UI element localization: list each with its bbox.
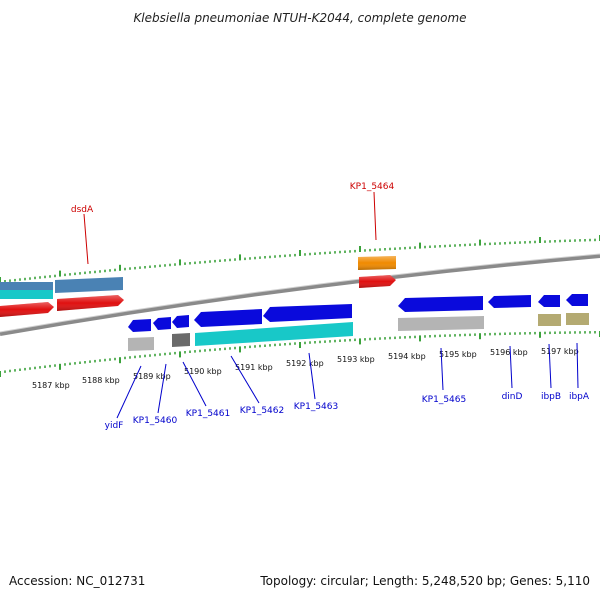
leader-line	[83, 213, 89, 265]
gene-cyan[interactable]	[0, 290, 53, 299]
gene-blue[interactable]	[398, 296, 483, 312]
topology-text: Topology: circular; Length: 5,248,520 bp…	[259, 574, 590, 588]
accession-text: Accession: NC_012731	[9, 574, 145, 588]
scale-label: 5191 kbp	[235, 363, 273, 372]
gene-label-KP1_5462[interactable]: KP1_5462	[240, 406, 284, 416]
scale-label: 5187 kbp	[32, 381, 70, 390]
scale-label: 5197 kbp	[541, 347, 579, 356]
gene-blue[interactable]	[194, 309, 262, 327]
gene-blue[interactable]	[172, 315, 189, 328]
gene-label-yidF[interactable]: yidF	[105, 421, 124, 431]
gene-khaki[interactable]	[538, 314, 561, 326]
scale-label: 5196 kbp	[490, 348, 528, 357]
scale-label: 5188 kbp	[82, 376, 120, 385]
tick-row-outer	[0, 235, 600, 283]
gene-label-dinD[interactable]: dinD	[502, 392, 523, 402]
map-title: Klebsiella pneumoniae NTUH-K2044, comple…	[133, 11, 466, 25]
leader-line	[548, 343, 552, 389]
tick-row-inner	[0, 331, 600, 377]
gene-label-KP1_5460[interactable]: KP1_5460	[133, 416, 178, 426]
leader-line	[116, 365, 142, 419]
backbone-ring	[0, 254, 600, 336]
inner-strand-genes	[128, 294, 589, 351]
outer-strand-genes	[0, 256, 396, 317]
gene-labels: dsdA KP1_5464 yidF KP1_5460 KP1_5461 KP1…	[71, 182, 590, 431]
leader-line	[576, 342, 579, 389]
scale-labels: 5187 kbp 5188 kbp 5189 kbp 5190 kbp 5191…	[32, 347, 579, 390]
gene-khaki[interactable]	[566, 313, 589, 325]
gene-blue[interactable]	[488, 295, 531, 308]
leader-line	[373, 191, 377, 241]
leader-line	[308, 352, 316, 400]
leader-line	[182, 361, 207, 407]
gene-blue[interactable]	[153, 317, 171, 330]
scale-label: 5194 kbp	[388, 352, 426, 361]
scale-label: 5195 kbp	[439, 350, 477, 359]
gene-darkgray[interactable]	[172, 333, 190, 347]
gene-label-KP1_5464[interactable]: KP1_5464	[350, 182, 395, 192]
gene-label-ibpB[interactable]: ibpB	[541, 392, 561, 402]
gene-label-KP1_5463[interactable]: KP1_5463	[294, 402, 338, 412]
gene-steelblue[interactable]	[55, 277, 123, 293]
gene-cyan[interactable]	[195, 322, 353, 346]
gene-label-KP1_5465[interactable]: KP1_5465	[422, 395, 466, 405]
leader-line	[230, 355, 260, 404]
scale-label: 5190 kbp	[184, 367, 222, 376]
leader-line	[509, 345, 513, 389]
gene-blue[interactable]	[566, 294, 588, 306]
scale-label: 5192 kbp	[286, 359, 324, 368]
gene-gray[interactable]	[128, 337, 154, 351]
leader-line	[440, 347, 444, 391]
gene-label-KP1_5461[interactable]: KP1_5461	[186, 409, 230, 419]
gene-label-ibpA[interactable]: ibpA	[569, 392, 590, 402]
leader-line	[157, 363, 167, 414]
gene-blue[interactable]	[128, 319, 151, 332]
gene-blue[interactable]	[538, 295, 560, 307]
leader-lines	[83, 191, 579, 419]
scale-label: 5193 kbp	[337, 355, 375, 364]
gene-steelblue[interactable]	[0, 282, 53, 290]
scale-label: 5189 kbp	[133, 372, 171, 381]
backbone-highlight	[0, 253, 600, 333]
gene-blue[interactable]	[263, 304, 352, 322]
gene-label-dsdA[interactable]: dsdA	[71, 205, 94, 215]
gene-gray[interactable]	[398, 316, 484, 331]
